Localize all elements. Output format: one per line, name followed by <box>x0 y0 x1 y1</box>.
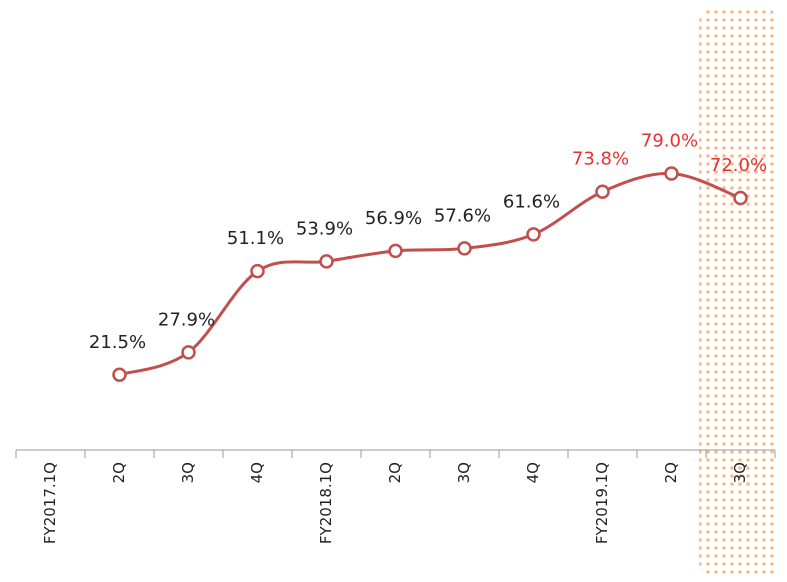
data-label: 61.6% <box>503 191 560 212</box>
point <box>181 345 196 360</box>
x-tick-label: 2Q <box>110 462 128 483</box>
data-label: 51.1% <box>227 228 284 249</box>
data-label: 56.9% <box>365 208 422 229</box>
x-tick-label: 2Q <box>386 462 404 483</box>
x-tick-label: 3Q <box>731 462 749 483</box>
x-tick-label: 3Q <box>179 462 197 483</box>
point <box>733 190 748 206</box>
data-label: 72.0% <box>710 155 767 176</box>
point <box>250 263 265 279</box>
x-tick-label: 4Q <box>524 462 542 483</box>
data-label: 21.5% <box>89 332 146 353</box>
x-tick-label: 4Q <box>248 462 266 483</box>
x-tick-label: FY2017.1Q <box>41 462 59 544</box>
data-label: 79.0% <box>641 131 698 152</box>
highlight-region <box>699 8 778 578</box>
data-label: 57.6% <box>434 205 491 226</box>
point <box>319 254 334 269</box>
data-label: 53.9% <box>296 218 353 239</box>
point <box>664 166 679 181</box>
line <box>119 171 742 377</box>
x-tick-label: FY2018.1Q <box>317 462 335 544</box>
point <box>595 184 610 199</box>
x-tick-label: 2Q <box>662 462 680 483</box>
point <box>112 367 127 382</box>
x-tick-label: FY2019.1Q <box>593 462 611 544</box>
point <box>457 241 472 256</box>
data-label: 73.8% <box>572 149 629 170</box>
point <box>388 243 403 259</box>
data-label: 27.9% <box>158 309 215 330</box>
x-tick-label: 3Q <box>455 462 473 483</box>
point <box>526 227 541 242</box>
